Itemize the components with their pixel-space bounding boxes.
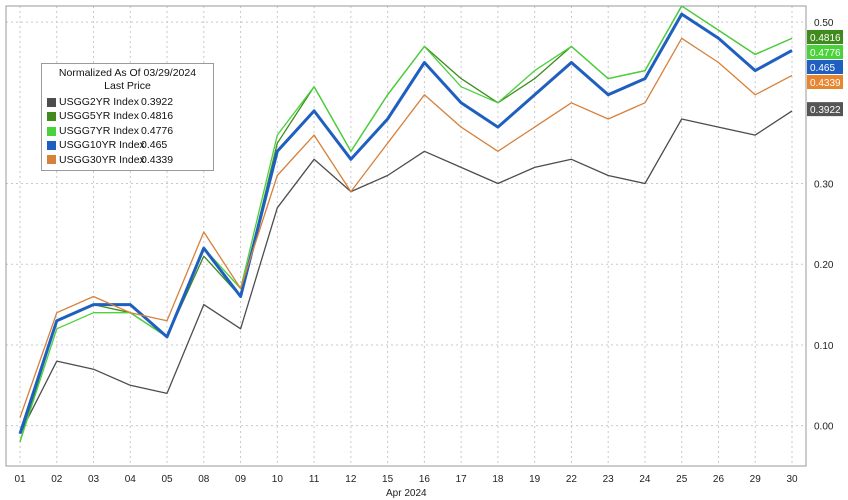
y-tick-label: 0.30	[814, 180, 834, 191]
y-tick-label: 0.50	[814, 18, 834, 29]
series-line	[19, 5, 793, 443]
x-tick-label: 26	[713, 474, 725, 485]
chart-legend: Normalized As Of 03/29/2024 Last Price U…	[41, 63, 214, 171]
axes: 01 02 03 04 05 08 09 10 11 12 15 16 17 18 19 22 23 24 25 26…	[5, 5, 834, 485]
legend-swatch	[47, 97, 56, 107]
legend-swatch	[47, 155, 56, 165]
last-price-box	[807, 59, 843, 74]
last-price-label: 0.3922	[810, 105, 841, 116]
last-price-box	[807, 29, 843, 44]
x-tick-label: 24	[639, 474, 651, 485]
legend-entries: USGG2YR Index 0.3922 USGG5YR Index 0.4816 US…	[47, 95, 208, 167]
last-price-box	[807, 74, 843, 89]
legend-series-value: 0.465	[141, 139, 168, 152]
x-tick-label: 23	[603, 474, 615, 485]
legend-series-name: USGG5YR Index	[59, 110, 139, 123]
legend-series-name: USGG10YR Index	[59, 139, 145, 152]
legend-swatch	[47, 126, 56, 136]
x-tick-label: 16	[419, 474, 431, 485]
series-lines	[18, 5, 793, 443]
legend-entry: USGG7YR Index 0.4776	[47, 124, 208, 138]
legend-series-value: 0.4816	[141, 110, 174, 123]
x-tick-label: 09	[235, 474, 247, 485]
x-tick-label: 10	[272, 474, 284, 485]
x-tick-label: 05	[161, 474, 173, 485]
x-tick-label: 12	[345, 474, 357, 485]
y-tick-label: 0.00	[814, 422, 834, 433]
x-tick-label: 04	[125, 474, 137, 485]
x-tick-label: 18	[492, 474, 504, 485]
x-tick-label: 01	[14, 474, 26, 485]
x-tick-label: 17	[456, 474, 468, 485]
legend-series-value: 0.4339	[141, 153, 174, 166]
legend-series-value: 0.3922	[141, 96, 174, 108]
x-axis-label: Apr 2024	[386, 488, 427, 499]
grid-lines	[6, 6, 806, 466]
legend-entry: USGG30YR Index 0.4339	[47, 153, 208, 167]
x-tick-label: 29	[750, 474, 762, 485]
legend-entry: USGG5YR Index 0.4816	[47, 109, 208, 123]
x-tick-label: 19	[529, 474, 541, 485]
last-price-labels: 0.4816 0.4776 0.465 0.4339 0.3922	[807, 29, 843, 117]
last-price-label: 0.4339	[810, 78, 841, 89]
legend-title: Normalized As Of 03/29/2024	[58, 67, 197, 79]
series-line	[19, 110, 793, 434]
x-tick-label: 25	[676, 474, 688, 485]
x-tick-label: 11	[309, 474, 320, 485]
last-price-box	[807, 102, 843, 117]
legend-entry: USGG10YR Index 0.465	[47, 138, 208, 152]
legend-swatch	[47, 140, 56, 150]
legend-swatch	[47, 112, 56, 122]
y-tick-label: 0.20	[814, 260, 834, 271]
legend-subtitle: Last Price	[104, 80, 151, 92]
series-line	[19, 37, 793, 418]
x-tick-label: 15	[382, 474, 394, 485]
last-price-box	[807, 44, 843, 59]
legend-series-name: USGG2YR Index	[59, 96, 139, 108]
y-tick-label: 0.10	[814, 341, 834, 352]
last-price-label: 0.4816	[810, 33, 841, 44]
legend-series-value: 0.4776	[141, 124, 174, 137]
x-tick-label: 02	[51, 474, 63, 485]
x-tick-label: 30	[786, 474, 798, 485]
legend-series-name: USGG30YR Index	[59, 153, 145, 166]
legend-entry: USGG2YR Index 0.3922	[47, 95, 208, 109]
x-tick-label: 03	[88, 474, 100, 485]
last-price-label: 0.465	[810, 63, 835, 74]
x-tick-label: 08	[198, 474, 210, 485]
series-line	[18, 12, 793, 435]
legend-series-name: USGG7YR Index	[59, 124, 139, 137]
x-tick-label: 22	[566, 474, 578, 485]
plot-frame	[5, 5, 807, 467]
last-price-label: 0.4776	[810, 48, 841, 59]
